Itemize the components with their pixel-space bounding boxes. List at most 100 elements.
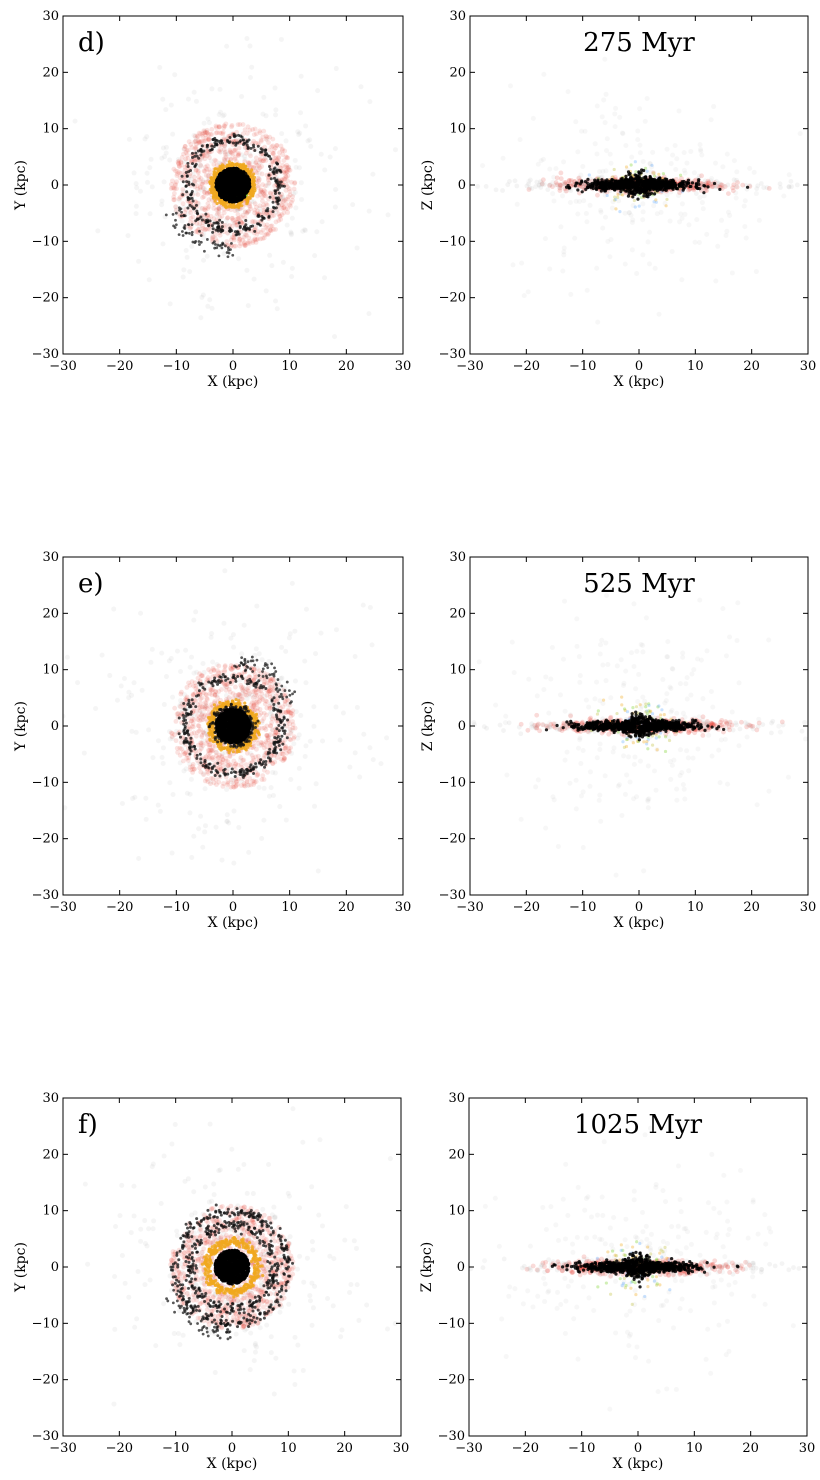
halo-point — [183, 766, 189, 772]
ring-point-1 — [213, 143, 217, 147]
halo-point — [222, 135, 228, 141]
disk-point — [252, 201, 258, 207]
halo-point — [723, 232, 729, 238]
halo-point — [354, 704, 360, 710]
disk-halo-point — [725, 182, 731, 188]
halo-point — [637, 142, 643, 148]
core-point — [583, 179, 588, 184]
disk-point — [214, 211, 220, 217]
ring-point-1 — [190, 190, 194, 194]
disk-halo-point — [514, 183, 520, 189]
halo-point — [220, 113, 226, 119]
core-point — [599, 189, 603, 193]
disk-point — [258, 187, 264, 193]
halo-point — [681, 167, 687, 173]
disk-point — [243, 231, 248, 237]
disk-point — [244, 209, 250, 215]
disk-halo-point — [548, 182, 553, 187]
tail-point — [213, 242, 217, 246]
halo-point — [575, 149, 581, 155]
disk-point — [216, 148, 222, 154]
core-point — [631, 185, 635, 189]
core-point — [686, 178, 691, 182]
tail-point — [223, 244, 227, 248]
disk-point — [704, 180, 709, 186]
halo-point — [222, 149, 228, 155]
disk-point — [200, 130, 206, 136]
core-point — [239, 197, 243, 202]
ring-point-0 — [220, 163, 225, 167]
halo-point — [674, 156, 680, 162]
disk-point — [270, 151, 276, 157]
core-point — [648, 174, 652, 179]
halo-point — [312, 253, 318, 259]
halo-point — [184, 790, 190, 796]
ring-point-1 — [271, 210, 275, 214]
disk-point — [199, 131, 205, 137]
disk-point — [177, 752, 183, 758]
disk-point — [257, 130, 263, 136]
ring-point-1 — [276, 196, 280, 200]
disk-point — [193, 167, 199, 173]
disk-point — [208, 213, 214, 219]
disk-point — [279, 206, 285, 212]
disk-point — [271, 227, 276, 232]
color-point — [587, 173, 591, 177]
halo-point — [118, 683, 124, 689]
disk-point — [287, 167, 293, 173]
disk-point — [222, 150, 228, 155]
core-point — [633, 188, 637, 192]
color-point — [653, 174, 657, 178]
halo-point — [143, 816, 149, 822]
core-point — [745, 185, 750, 189]
halo-point — [257, 160, 263, 166]
halo-point — [699, 152, 705, 158]
core-point — [626, 170, 631, 174]
disk-point — [283, 743, 288, 749]
halo-point — [645, 239, 651, 245]
disk-point — [274, 143, 280, 149]
halo-point — [209, 630, 215, 636]
halo-point — [142, 136, 148, 142]
halo-point — [272, 770, 278, 776]
disk-point — [196, 130, 202, 136]
halo-point — [708, 117, 714, 123]
disk-point — [257, 192, 263, 197]
disk-halo-point — [764, 185, 770, 191]
halo-point — [256, 651, 262, 657]
halo-point — [169, 735, 175, 741]
halo-point — [202, 829, 208, 835]
disk-point — [206, 136, 212, 142]
halo-point — [260, 111, 266, 117]
halo-point — [247, 151, 253, 157]
halo-point — [594, 265, 600, 271]
core-point — [237, 171, 241, 176]
disk-point — [214, 238, 220, 244]
halo-point — [199, 710, 205, 716]
halo-point — [742, 224, 748, 230]
disk-point — [195, 134, 201, 140]
ring-point-1 — [200, 218, 204, 222]
disk-point — [242, 241, 247, 247]
halo-point — [289, 750, 295, 756]
halo-point — [167, 729, 173, 735]
halo-point — [279, 675, 285, 681]
disk-point — [246, 208, 251, 214]
halo-point — [179, 218, 185, 224]
ring-point-1 — [268, 195, 272, 199]
halo-point — [35, 197, 40, 202]
halo-point — [318, 630, 324, 636]
halo-point — [224, 818, 230, 824]
disk-point — [250, 219, 256, 224]
disk-point — [261, 205, 267, 210]
disk-point — [193, 167, 199, 173]
color-point — [652, 171, 656, 175]
ring-point-1 — [197, 156, 201, 160]
disk-point — [202, 168, 208, 174]
disk-point — [207, 226, 212, 232]
disk-halo-point — [552, 182, 558, 188]
disk-halo-point — [786, 184, 792, 190]
halo-point — [635, 128, 641, 134]
halo-point — [256, 785, 262, 791]
disk-point — [705, 178, 711, 184]
